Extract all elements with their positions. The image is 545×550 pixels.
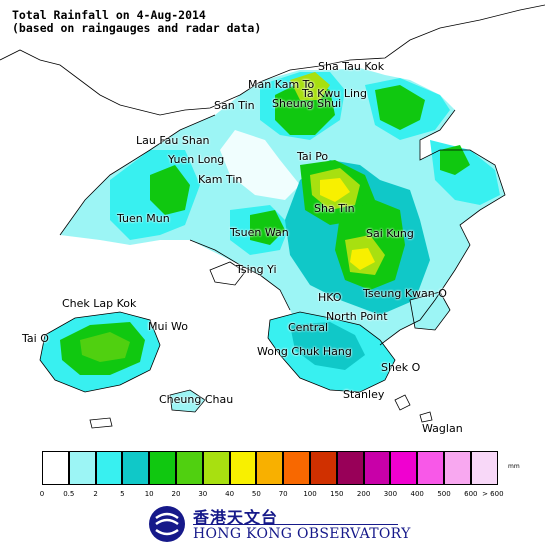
legend-tick-label: 200 (356, 490, 371, 498)
legend-tick-label: 0 (39, 490, 45, 498)
legend-tick-label: 20 (171, 490, 181, 498)
place-label-san-tin: San Tin (214, 99, 255, 112)
place-label-stanley: Stanley (343, 388, 385, 401)
legend-swatch (202, 451, 230, 485)
legend-swatch (68, 451, 96, 485)
legend-tick-label: 150 (330, 490, 344, 498)
place-label-central: Central (288, 321, 329, 334)
legend-tick-label: 0.5 (63, 490, 75, 498)
legend-swatch (310, 451, 337, 485)
legend-tick-label: 300 (383, 490, 398, 498)
legend-unit: mm (508, 463, 520, 470)
rainfall-map (0, 4, 545, 429)
coastline (0, 4, 545, 429)
legend-tick-label: 70 (278, 490, 288, 498)
place-label-tsing-yi: Tsing Yi (236, 263, 277, 276)
place-label-yuen-long: Yuen Long (168, 153, 225, 166)
place-label-wong-chuk-hang: Wong Chuk Hang (257, 345, 352, 358)
legend-tick-label: 100 (303, 490, 317, 498)
place-label-tai-o: Tai O (22, 332, 49, 345)
place-label-ta-kwu-ling: Ta Kwu Ling (302, 87, 367, 100)
legend-swatch (149, 451, 176, 485)
place-label-tai-po: Tai Po (297, 150, 329, 163)
legend-swatch (122, 451, 150, 485)
legend-swatch (363, 451, 391, 485)
place-label-sha-tau-kok: Sha Tau Kok (318, 60, 385, 73)
logo-chinese-name: 香港天文台 (193, 508, 279, 527)
legend-tick-label: 600 (464, 490, 478, 498)
place-label-sai-kung: Sai Kung (366, 227, 414, 240)
legend-swatch (444, 451, 471, 485)
hko-logo: 香港天文台 HONG KONG OBSERVATORY (145, 502, 410, 548)
logo-english-name: HONG KONG OBSERVATORY (193, 526, 411, 542)
legend-tick-label: 40 (225, 490, 235, 498)
legend-swatch (390, 451, 418, 485)
legend-swatch (176, 451, 203, 485)
map-title: Total Rainfall on 4-Aug-2014 (12, 8, 206, 22)
legend-tick-label: 10 (144, 490, 154, 498)
legend-swatch (470, 451, 498, 485)
place-label-mui-wo: Mui Wo (148, 320, 188, 333)
legend-swatch (42, 451, 69, 485)
place-label-sha-tin: Sha Tin (314, 202, 355, 215)
place-label-waglan: Waglan (422, 422, 463, 435)
legend-tick-label: 2 (93, 490, 98, 498)
place-label-tsuen-wan: Tsuen Wan (230, 226, 289, 239)
place-label-tuen-mun: Tuen Mun (117, 212, 170, 225)
hko-emblem-icon (149, 506, 185, 542)
place-label-sheung-shui: Sheung Shui (272, 97, 342, 110)
place-label-north-point: North Point (326, 310, 388, 323)
logo-divider (193, 524, 398, 525)
legend-swatch (417, 451, 444, 485)
place-label-man-kam-to: Man Kam To (248, 78, 315, 91)
place-label-kam-tin: Kam Tin (198, 173, 243, 186)
legend-tick-label: 50 (251, 490, 261, 498)
legend-swatch (336, 451, 364, 485)
place-label-lau-fau-shan: Lau Fau Shan (136, 134, 210, 147)
place-label-chek-lap-kok: Chek Lap Kok (62, 297, 137, 310)
legend-swatch (229, 451, 257, 485)
legend-tick-label: 5 (120, 490, 125, 498)
legend-tick-label: 400 (410, 490, 424, 498)
legend-tick-label: 30 (198, 490, 208, 498)
legend-tick-label: > 600 (482, 490, 504, 498)
place-label-cheung-chau: Cheung Chau (159, 393, 234, 406)
legend-swatch (256, 451, 284, 485)
legend-tick-label: 500 (437, 490, 451, 498)
place-label-shek-o: Shek O (381, 361, 421, 374)
rainfall-fill (40, 68, 505, 412)
place-label-hko: HKO (318, 291, 342, 304)
place-label-tseung-kwan-o: Tseung Kwan O (363, 287, 447, 300)
legend-swatch (95, 451, 123, 485)
rainfall-legend: 0 0.5 2 5 10 20 30 40 50 70 100 150 200 300 400 500 600 >… (0, 445, 545, 505)
map-subtitle: (based on raingauges and radar data) (12, 21, 262, 35)
legend-swatch (283, 451, 310, 485)
